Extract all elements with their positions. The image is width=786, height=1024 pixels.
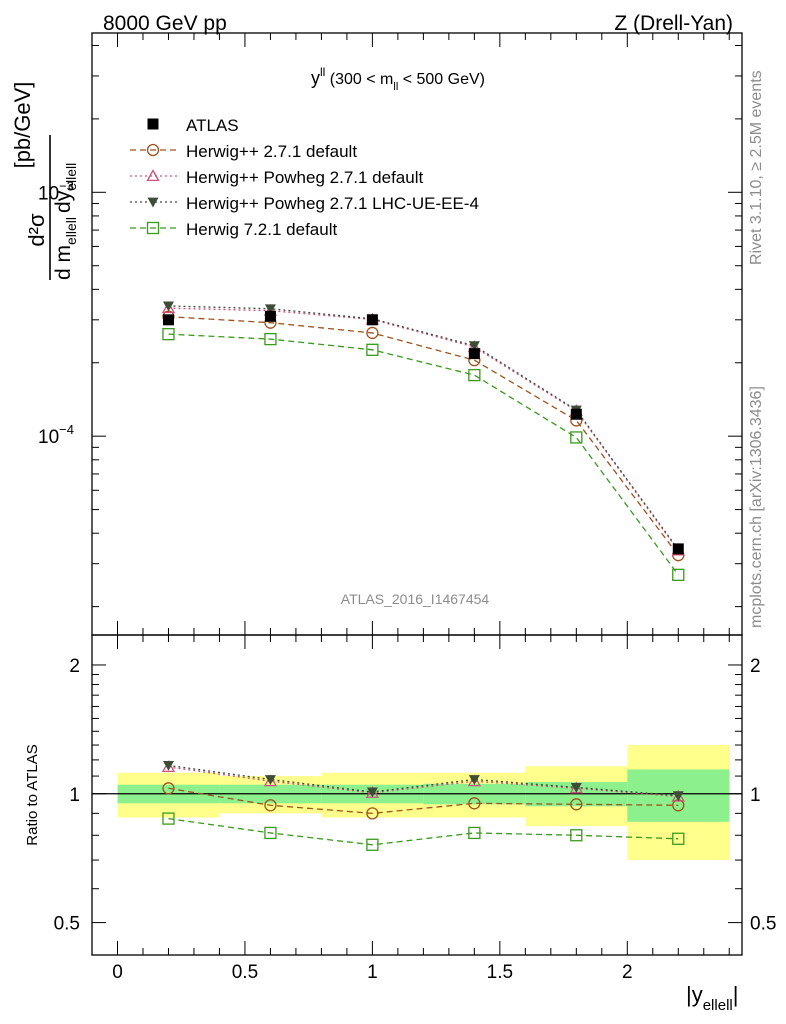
main-series-point (570, 431, 583, 444)
ratio-series-line (168, 817, 679, 846)
legend-marker (146, 221, 160, 235)
main-series-point (162, 328, 175, 341)
ratio-series-point (570, 782, 582, 793)
ratio-series-point (468, 826, 481, 840)
legend-label-atlas: ATLAS (186, 116, 239, 135)
ratio-series-point (264, 799, 277, 812)
ratio-tick-label-left: 2 (69, 656, 80, 677)
x-tick-label: 0.5 (232, 962, 258, 983)
ratio-series-point (161, 760, 176, 773)
main-series-point (264, 304, 276, 315)
analysis-watermark: ATLAS_2016_I1467454 (341, 591, 490, 607)
atlas-data-point (570, 408, 582, 420)
ratio-series-point (672, 791, 684, 802)
ratio-series-point (162, 761, 174, 771)
y-tick-label: 10−3 (38, 178, 74, 204)
ratio-tick-label-right: 1 (750, 785, 761, 806)
y-axis-numerator: d²σ (24, 213, 49, 247)
legend-entry: Herwig++ Powheg 2.7.1 LHC-UE-EE-4 (130, 194, 479, 213)
x-tick-label: 1 (367, 962, 378, 983)
mcplots-label: mcplots.cern.ch [arXiv:1306.3436] (748, 386, 765, 628)
atlas-data-point (162, 314, 174, 326)
ratio-uncertainty-bands (92, 745, 742, 861)
y-axis-title: d²σ d mellelldyellell [pb/GeV] (10, 82, 79, 280)
main-series-point (161, 301, 176, 314)
plot-title: yll (300 < mll < 500 GeV) (311, 65, 485, 93)
ratio-axis-title: Ratio to ATLAS (24, 744, 41, 845)
ratio-tick-label-left: 1 (69, 785, 80, 806)
y-axis-unit: [pb/GeV] (10, 82, 35, 169)
ratio-frame (91, 634, 743, 956)
main-series-point (264, 332, 277, 346)
ratio-series-point (570, 798, 583, 811)
legend-marker (146, 143, 160, 157)
main-series-point (366, 326, 379, 340)
legend-entry: Herwig++ Powheg 2.7.1 default (130, 168, 423, 187)
y-axis-denominator: d mellelldyellell (52, 163, 79, 280)
rivet-version-label: Rivet 3.1.10, ≥ 2.5M events (748, 70, 765, 265)
main-series-lines (161, 301, 685, 581)
legend-label: Herwig++ 2.7.1 default (186, 142, 357, 161)
y-tick-label: 10−4 (38, 422, 74, 448)
legend-marker (146, 169, 160, 182)
atlas-data-point (672, 543, 684, 555)
legend: ATLAS Herwig++ 2.7.1 default Herwig++ Powh… (130, 116, 479, 239)
legend-marker (147, 197, 159, 208)
ratio-series-line (168, 766, 679, 798)
main-series-point (162, 301, 174, 312)
ratio-tick-label-right: 2 (750, 656, 761, 677)
main-series-line (168, 307, 679, 551)
legend-entry-atlas: ATLAS (147, 116, 239, 135)
axes: 0 0.5 1 1.5 2 10−4 10−3 0.5 0.5 1 1 2 2 (38, 32, 776, 983)
ratio-series-line (168, 764, 679, 797)
ratio-series-point (366, 787, 378, 798)
x-tick-label: 2 (622, 962, 633, 983)
main-series-line (168, 333, 679, 576)
legend-label: Herwig 7.2.1 default (186, 220, 337, 239)
legend-entry: Herwig 7.2.1 default (130, 220, 337, 239)
x-axis-title: |yellell| (686, 982, 738, 1014)
ratio-series-point (366, 807, 379, 820)
ratio-series-point (570, 829, 583, 842)
ratio-series-lines (161, 760, 685, 851)
ratio-series-point (467, 774, 481, 787)
main-series-point (366, 343, 379, 356)
legend-label: Herwig++ Powheg 2.7.1 LHC-UE-EE-4 (186, 194, 479, 213)
ratio-series-point (366, 838, 379, 851)
ratio-series-point (162, 782, 175, 795)
x-tick-label: 0 (112, 962, 123, 983)
legend-label: Herwig++ Powheg 2.7.1 default (186, 168, 423, 187)
ratio-series-point (672, 832, 685, 845)
legend-marker-atlas (147, 118, 159, 130)
main-series-line (168, 316, 679, 556)
ratio-series-point (264, 775, 276, 785)
main-series-line (168, 305, 679, 550)
ratio-series-point (264, 826, 277, 840)
process-label: Z (Drell-Yan) (614, 12, 733, 35)
legend-entry: Herwig++ 2.7.1 default (130, 142, 357, 161)
ratio-tick-label-right: 0.5 (750, 914, 776, 935)
ratio-series-point (162, 812, 175, 825)
x-tick-label: 1.5 (487, 962, 513, 983)
atlas-data-point (366, 314, 378, 326)
ratio-series-point (263, 774, 278, 787)
ratio-tick-label-left: 0.5 (54, 914, 80, 935)
atlas-data-point (264, 310, 276, 322)
main-series-point (672, 568, 685, 581)
energy-label: 8000 GeV pp (103, 12, 227, 35)
atlas-data-point (468, 348, 480, 360)
main-series-point (468, 341, 480, 352)
ratio-series-point (468, 797, 481, 810)
main-series-point (468, 368, 481, 382)
ratio-series-point (468, 775, 480, 785)
